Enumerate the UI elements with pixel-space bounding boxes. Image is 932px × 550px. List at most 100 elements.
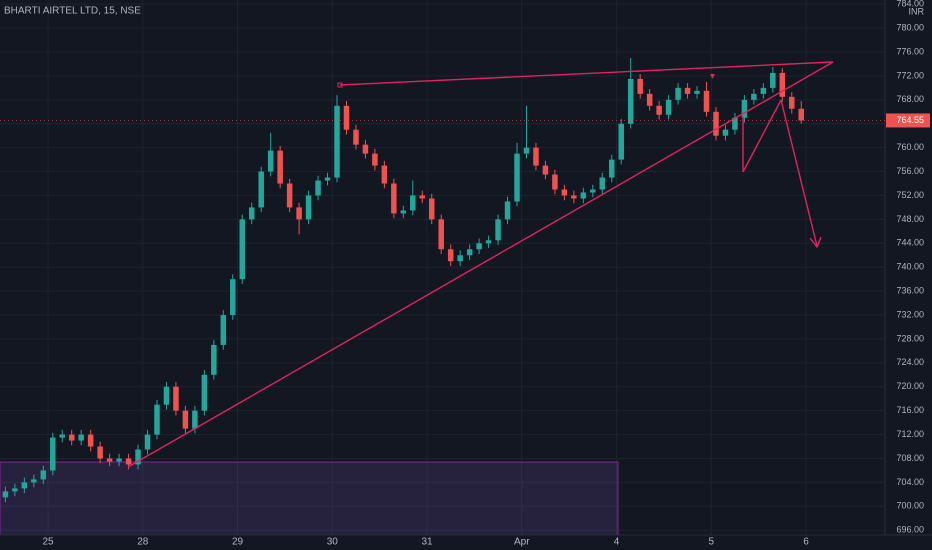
candle-body [618,123,624,160]
candle [438,214,444,255]
candle [428,193,435,225]
candle-body [400,210,407,214]
candle [362,139,369,159]
candle [751,89,757,105]
y-tick-label: 700.00 [896,501,924,511]
candle-body [220,315,227,345]
candle [97,441,103,464]
candle-body [428,198,435,220]
y-tick-label: 712.00 [896,429,924,439]
candle [561,184,568,201]
candle-body [324,177,331,181]
candle [504,196,511,225]
candle-body [258,171,264,208]
candle [609,154,615,183]
candle [343,101,350,135]
candle [476,238,482,255]
candle [305,190,312,225]
y-tick-label: 756.00 [896,166,924,176]
candle [703,81,710,117]
candle-body [514,153,520,202]
candle [466,244,473,261]
candle-body [135,449,141,465]
candle-body [286,183,293,208]
candle [798,101,804,124]
candle-body [675,87,681,100]
candle [713,107,719,141]
candle [230,274,236,320]
projection-line [742,99,782,173]
x-tick-label: 28 [137,537,149,548]
candle-body [362,144,369,154]
candle-body [665,99,672,115]
candle [135,444,141,470]
candle-body [163,386,170,405]
candle [523,105,530,159]
candle-body [343,105,350,130]
candle [87,429,94,452]
candle [116,453,122,467]
candles [2,57,804,503]
candle [40,465,47,485]
candle-body [230,279,236,316]
candle [154,399,160,440]
candle [419,190,426,204]
candle-body [12,488,18,492]
candle [220,310,227,350]
candle-body [419,195,426,199]
candle-body [144,434,151,450]
y-tick-label: 708.00 [896,453,924,463]
candle [514,142,520,207]
candle-body [248,207,255,220]
candle-body [590,189,596,193]
candle-body [211,344,217,375]
candle-body [31,479,37,483]
y-tick-label: 776.00 [896,46,924,56]
candle-body [457,255,463,262]
candle [779,68,786,102]
y-tick-label: 704.00 [896,477,924,487]
y-tick-label: 748.00 [896,214,924,224]
candle-body [410,195,416,211]
candle-body [40,470,47,480]
candle-body [106,458,113,462]
candle [599,172,606,195]
candle [665,95,672,120]
candle [211,340,217,380]
candle [372,148,378,171]
currency-label: INR [909,6,925,16]
candle [239,214,246,284]
candle-body [2,491,9,498]
candle [618,118,624,165]
candle [68,429,75,446]
candle [447,244,454,267]
candle-body [703,90,710,112]
candle [315,175,321,201]
candle-body [713,111,719,136]
candle [2,486,9,503]
candle-body [741,99,748,118]
candle-body [381,165,388,184]
candle-body [542,165,549,175]
y-tick-label: 752.00 [896,190,924,200]
candle [258,166,264,213]
candle [627,57,634,129]
candle-body [694,90,700,94]
candle-body [315,180,321,196]
candle [580,187,587,204]
candle-body [305,195,312,220]
candle-body [779,72,786,97]
price-axis [885,0,932,550]
candle [12,483,18,497]
candle [457,250,463,267]
candle-body [770,72,776,88]
candle-body [485,240,492,244]
marker [710,74,715,79]
candle [163,381,170,410]
candle-body [523,147,530,154]
candle-body [760,87,767,94]
x-tick-label: 25 [42,537,54,548]
candle-body [561,189,568,196]
candle-body [495,219,501,241]
candle-body [50,437,56,471]
